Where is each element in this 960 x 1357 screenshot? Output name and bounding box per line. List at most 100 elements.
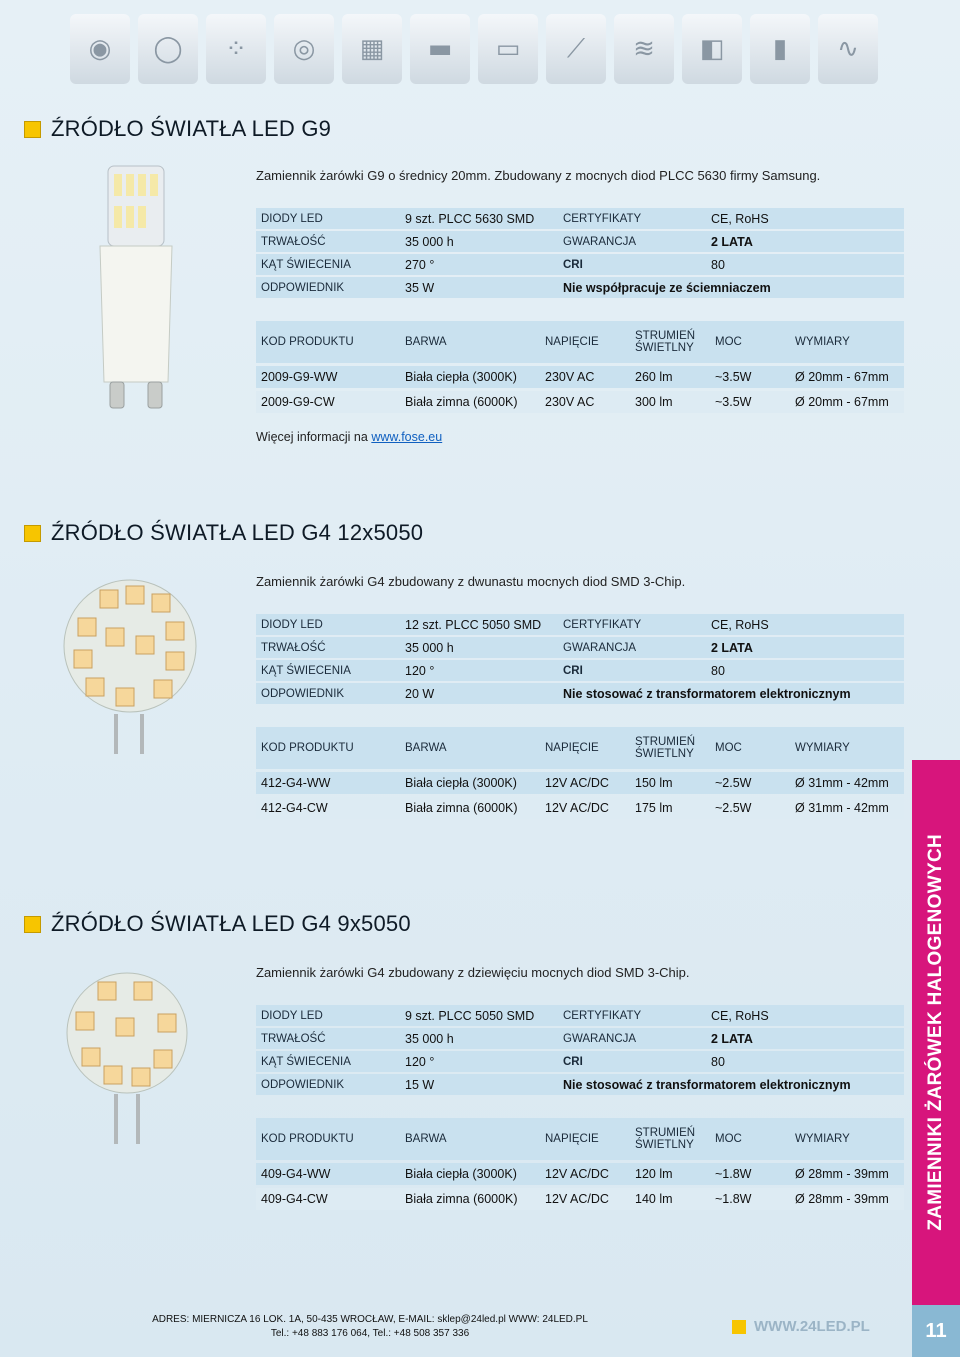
spec-value: 270 ° [400,254,558,275]
spec-value: 9 szt. PLCC 5050 SMD [400,1005,558,1026]
product-code: 409-G4-CW [256,1188,400,1210]
product-voltage: 230V AC [540,391,630,413]
product-code: 2009-G9-CW [256,391,400,413]
yellow-square-icon [24,915,41,933]
product-color: Biała zimna (6000K) [400,1188,540,1210]
spec-value: 120 ° [400,660,558,681]
product-size: Ø 31mm - 42mm [790,772,904,794]
spec-label: TRWAŁOŚĆ [256,231,400,252]
col-header: MOC [710,1118,790,1160]
spec-label: DIODY LED [256,614,400,635]
g4-12-led-image [63,579,197,754]
spec-value: 80 [706,254,904,275]
spec-value: 80 [706,1051,904,1072]
spec-value: 2 LATA [706,637,904,658]
spec-row: TRWAŁOŚĆ 35 000 h GWARANCJA 2 LATA [256,1028,904,1049]
spec-label: TRWAŁOŚĆ [256,637,400,658]
product-size: Ø 20mm - 67mm [790,366,904,388]
spec-row: KĄT ŚWIECENIA 120 ° CRI 80 [256,660,904,681]
product-row: 409-G4-WW Biała ciepła (3000K) 12V AC/DC… [256,1163,904,1185]
spec-label: CRI [558,254,706,275]
product-code: 409-G4-WW [256,1163,400,1185]
product-header-row: KOD PRODUKTU BARWA NAPIĘCIE STRUMIEŃ ŚWI… [256,1118,904,1160]
yellow-square-icon [24,120,41,138]
power-supply-icon: ▮ [750,14,810,84]
controller-icon: ▬ [410,14,470,84]
spec-row: ODPOWIEDNIK 20 W Nie stosować z transfor… [256,683,904,704]
spec-label: DIODY LED [256,1005,400,1026]
product-code: 412-G4-WW [256,772,400,794]
more-info-link[interactable]: www.fose.eu [371,430,443,444]
product-power: ~1.8W [710,1188,790,1210]
remote-icon: ▦ [342,14,402,84]
product-power: ~3.5W [710,391,790,413]
spec-value: CE, RoHS [706,208,904,229]
spec-value: CE, RoHS [706,1005,904,1026]
col-header: BARWA [400,1118,540,1160]
spec-row: KĄT ŚWIECENIA 120 ° CRI 80 [256,1051,904,1072]
product-lumen: 175 lm [630,797,710,819]
col-header: WYMIARY [790,727,904,769]
product-voltage: 230V AC [540,366,630,388]
col-header: MOC [710,321,790,363]
product-lumen: 260 lm [630,366,710,388]
spec-note: Nie współpracuje ze ściemniaczem [558,277,904,298]
spec-label: GWARANCJA [558,1028,706,1049]
spec-table-g9: DIODY LED 9 szt. PLCC 5630 SMD CERTYFIKA… [256,206,904,300]
section-description: Zamiennik żarówki G9 o średnicy 20mm. Zb… [256,168,821,183]
product-table-g4-9: KOD PRODUKTU BARWA NAPIĘCIE STRUMIEŃ ŚWI… [256,1115,904,1213]
spec-value: 2 LATA [706,1028,904,1049]
product-voltage: 12V AC/DC [540,1188,630,1210]
product-color: Biała zimna (6000K) [400,391,540,413]
spec-value: 35 W [400,277,558,298]
connector-icon: ⟋ [546,14,606,84]
product-power: ~1.8W [710,1163,790,1185]
product-power: ~2.5W [710,797,790,819]
spec-table-g4-12: DIODY LED 12 szt. PLCC 5050 SMD CERTYFIK… [256,612,904,706]
spec-value: 35 000 h [400,637,558,658]
spec-label: TRWAŁOŚĆ [256,1028,400,1049]
bulb-icon: ◉ [70,14,130,84]
spec-value: 35 000 h [400,231,558,252]
spec-row: TRWAŁOŚĆ 35 000 h GWARANCJA 2 LATA [256,637,904,658]
spec-row: DIODY LED 9 szt. PLCC 5630 SMD CERTYFIKA… [256,208,904,229]
spec-row: DIODY LED 9 szt. PLCC 5050 SMD CERTYFIKA… [256,1005,904,1026]
spec-row: TRWAŁOŚĆ 35 000 h GWARANCJA 2 LATA [256,231,904,252]
led-strip-icon: ≋ [614,14,674,84]
more-info: Więcej informacji na www.fose.eu [256,430,442,444]
col-header: KOD PRODUKTU [256,1118,400,1160]
spec-table-g4-9: DIODY LED 9 szt. PLCC 5050 SMD CERTYFIKA… [256,1003,904,1097]
section-description: Zamiennik żarówki G4 zbudowany z dwunast… [256,574,686,589]
col-header: NAPIĘCIE [540,1118,630,1160]
section-description: Zamiennik żarówki G4 zbudowany z dziewię… [256,965,690,980]
spec-note: Nie stosować z transformatorem elektroni… [558,1074,904,1095]
footer-website-text[interactable]: WWW.24LED.PL [754,1318,870,1335]
product-row: 412-G4-WW Biała ciepła (3000K) 12V AC/DC… [256,772,904,794]
product-code: 2009-G9-WW [256,366,400,388]
yellow-square-icon [24,524,41,542]
product-color: Biała zimna (6000K) [400,797,540,819]
col-header: WYMIARY [790,1118,904,1160]
col-header: NAPIĘCIE [540,321,630,363]
spec-label: CERTYFIKATY [558,208,706,229]
spec-note: Nie stosować z transformatorem elektroni… [558,683,904,704]
spec-label: ODPOWIEDNIK [256,683,400,704]
spec-value: 80 [706,660,904,681]
bulb-icon: ◯ [138,14,198,84]
product-lumen: 150 lm [630,772,710,794]
footer-phone-line: Tel.: +48 883 176 064, Tel.: +48 508 357… [270,1328,470,1339]
product-color: Biała ciepła (3000K) [400,1163,540,1185]
yellow-square-icon [732,1319,746,1334]
product-voltage: 12V AC/DC [540,797,630,819]
page-number: 11 [912,1305,960,1357]
spec-row: DIODY LED 12 szt. PLCC 5050 SMD CERTYFIK… [256,614,904,635]
col-header: BARWA [400,321,540,363]
product-lumen: 140 lm [630,1188,710,1210]
product-row: 2009-G9-WW Biała ciepła (3000K) 230V AC … [256,366,904,388]
product-thumbnail-strip: ◉ ◯ ⁘ ◎ ▦ ▬ ▭ ⟋ ≋ ◧ ▮ ∿ [70,14,890,96]
g4-module-icon: ⁘ [206,14,266,84]
spec-label: KĄT ŚWIECENIA [256,660,400,681]
product-voltage: 12V AC/DC [540,772,630,794]
spec-label: GWARANCJA [558,231,706,252]
spec-label: KĄT ŚWIECENIA [256,254,400,275]
